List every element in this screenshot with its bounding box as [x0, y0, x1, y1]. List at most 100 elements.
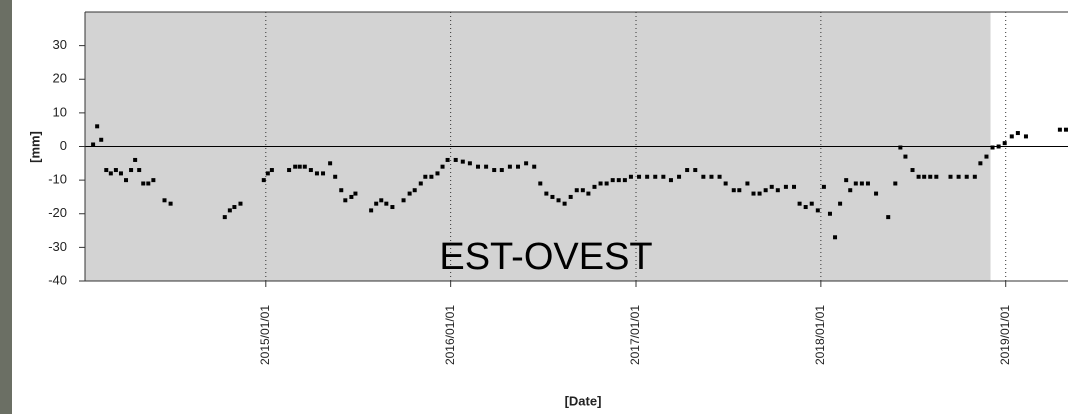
data-point — [429, 174, 434, 179]
data-point — [797, 201, 802, 206]
y-tick-label: -10 — [48, 172, 67, 187]
data-point — [440, 164, 445, 169]
data-point — [898, 145, 903, 150]
x-tick-label: 2017/01/01 — [628, 305, 642, 365]
data-point — [374, 201, 379, 206]
data-point — [893, 181, 898, 186]
data-point — [168, 201, 173, 206]
data-point — [133, 157, 138, 162]
data-point — [227, 208, 232, 213]
data-point — [151, 178, 156, 183]
data-point — [390, 205, 395, 210]
data-point — [265, 171, 270, 176]
data-point — [996, 144, 1001, 149]
data-point — [467, 161, 472, 166]
data-point — [610, 178, 615, 183]
data-point — [507, 164, 512, 169]
data-point — [95, 124, 100, 129]
data-point — [668, 178, 673, 183]
data-point — [956, 174, 961, 179]
data-point — [339, 188, 344, 193]
data-point — [592, 184, 597, 189]
data-point — [685, 168, 690, 173]
data-point — [418, 181, 423, 186]
data-point — [484, 164, 489, 169]
data-point — [775, 188, 780, 193]
data-point — [844, 178, 849, 183]
data-point — [910, 168, 915, 173]
data-point — [460, 159, 465, 164]
data-point — [628, 174, 633, 179]
data-point — [475, 164, 480, 169]
data-point — [972, 174, 977, 179]
data-point — [833, 235, 838, 240]
data-point — [162, 198, 167, 203]
data-point — [859, 181, 864, 186]
data-point — [550, 194, 555, 199]
data-point — [99, 137, 104, 142]
data-point — [580, 188, 585, 193]
data-point — [677, 174, 682, 179]
data-point — [445, 157, 450, 162]
data-point — [532, 164, 537, 169]
y-tick-label: 30 — [53, 37, 67, 52]
data-point — [343, 198, 348, 203]
data-point — [287, 168, 292, 173]
data-point — [723, 181, 728, 186]
data-point — [146, 181, 151, 186]
data-point — [622, 178, 627, 183]
x-tick-label: 2018/01/01 — [813, 305, 827, 365]
x-tick-label: 2015/01/01 — [258, 305, 272, 365]
data-point — [616, 178, 621, 183]
data-point — [293, 164, 298, 169]
annotation: EST-OVEST — [439, 236, 652, 278]
data-point — [562, 201, 567, 206]
data-point — [653, 174, 658, 179]
data-point — [1057, 127, 1062, 132]
data-point — [838, 201, 843, 206]
data-point — [769, 184, 774, 189]
data-point — [637, 174, 642, 179]
data-point — [384, 201, 389, 206]
data-point — [453, 157, 458, 162]
data-point — [333, 174, 338, 179]
data-point — [141, 181, 146, 186]
x-tick-label: 2016/01/01 — [443, 305, 457, 365]
data-point — [269, 168, 274, 173]
data-point — [827, 211, 832, 216]
data-point — [1009, 134, 1014, 139]
data-point — [886, 215, 891, 220]
x-tick-label: 2019/01/01 — [998, 305, 1012, 365]
data-point — [232, 205, 237, 210]
photo-strip — [0, 0, 12, 414]
data-point — [661, 174, 666, 179]
data-point — [556, 198, 561, 203]
y-tick-label: -20 — [48, 205, 67, 220]
data-point — [1015, 131, 1020, 136]
data-point — [308, 168, 313, 173]
data-point — [238, 201, 243, 206]
data-point — [314, 171, 319, 176]
data-point — [903, 154, 908, 159]
data-point — [815, 208, 820, 213]
data-point — [297, 164, 302, 169]
data-point — [709, 174, 714, 179]
data-point — [538, 181, 543, 186]
y-tick-label: -30 — [48, 239, 67, 254]
data-point — [321, 171, 326, 176]
data-point — [1063, 127, 1068, 132]
data-point — [731, 188, 736, 193]
data-point — [984, 154, 989, 159]
data-point — [604, 181, 609, 186]
data-point — [717, 174, 722, 179]
data-point — [922, 174, 927, 179]
data-point — [499, 168, 504, 173]
data-point — [492, 168, 497, 173]
data-point — [222, 215, 227, 220]
data-point — [369, 208, 374, 213]
x-axis-label: [Date] — [565, 393, 602, 408]
data-point — [928, 174, 933, 179]
data-point — [693, 168, 698, 173]
data-point — [379, 198, 384, 203]
